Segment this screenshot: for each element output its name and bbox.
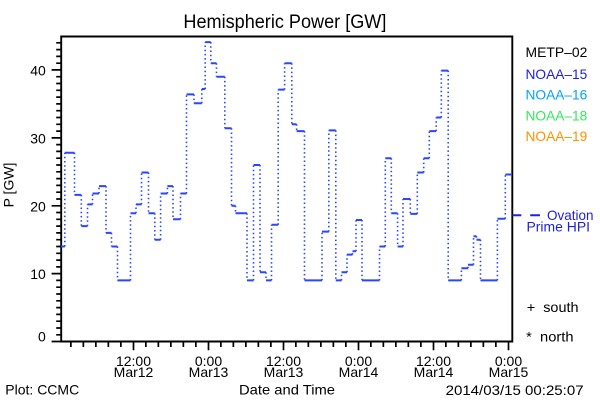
svg-text:Hemispheric Power [GW]: Hemispheric Power [GW] <box>183 12 386 33</box>
svg-text:Mar13: Mar13 <box>189 364 229 380</box>
svg-text:2014/03/15 00:25:07: 2014/03/15 00:25:07 <box>446 382 584 398</box>
svg-text:0:00: 0:00 <box>345 353 372 369</box>
svg-text:P [GW]: P [GW] <box>1 163 17 208</box>
svg-text:40: 40 <box>30 62 46 78</box>
svg-text:NOAA–19: NOAA–19 <box>526 128 588 144</box>
svg-text:12:00: 12:00 <box>416 353 451 369</box>
svg-text:Ovation: Ovation <box>547 207 594 223</box>
svg-text:10: 10 <box>30 266 46 282</box>
svg-text:Plot: CCMC: Plot: CCMC <box>5 382 79 398</box>
svg-text:Mar14: Mar14 <box>339 364 379 380</box>
svg-text:NOAA–18: NOAA–18 <box>526 107 588 123</box>
svg-text:0:00: 0:00 <box>495 353 522 369</box>
svg-text:NOAA–15: NOAA–15 <box>526 66 588 82</box>
svg-text:Date and Time: Date and Time <box>239 382 335 398</box>
svg-text:Mar12: Mar12 <box>114 364 154 380</box>
svg-text:20: 20 <box>30 198 46 214</box>
svg-text:Mar13: Mar13 <box>264 364 304 380</box>
svg-text:30: 30 <box>30 131 46 147</box>
svg-text:+ south: + south <box>527 299 579 315</box>
svg-text:0: 0 <box>38 329 46 345</box>
svg-text:Prime HPI: Prime HPI <box>527 219 591 235</box>
svg-text:12:00: 12:00 <box>116 353 151 369</box>
svg-text:0:00: 0:00 <box>195 353 222 369</box>
svg-text:METP–02: METP–02 <box>526 44 588 60</box>
svg-text:12:00: 12:00 <box>266 353 301 369</box>
svg-text:NOAA–16: NOAA–16 <box>526 87 588 103</box>
svg-text:Mar15: Mar15 <box>489 364 529 380</box>
svg-text:* north: * north <box>526 329 573 345</box>
svg-text:Mar14: Mar14 <box>414 364 454 380</box>
